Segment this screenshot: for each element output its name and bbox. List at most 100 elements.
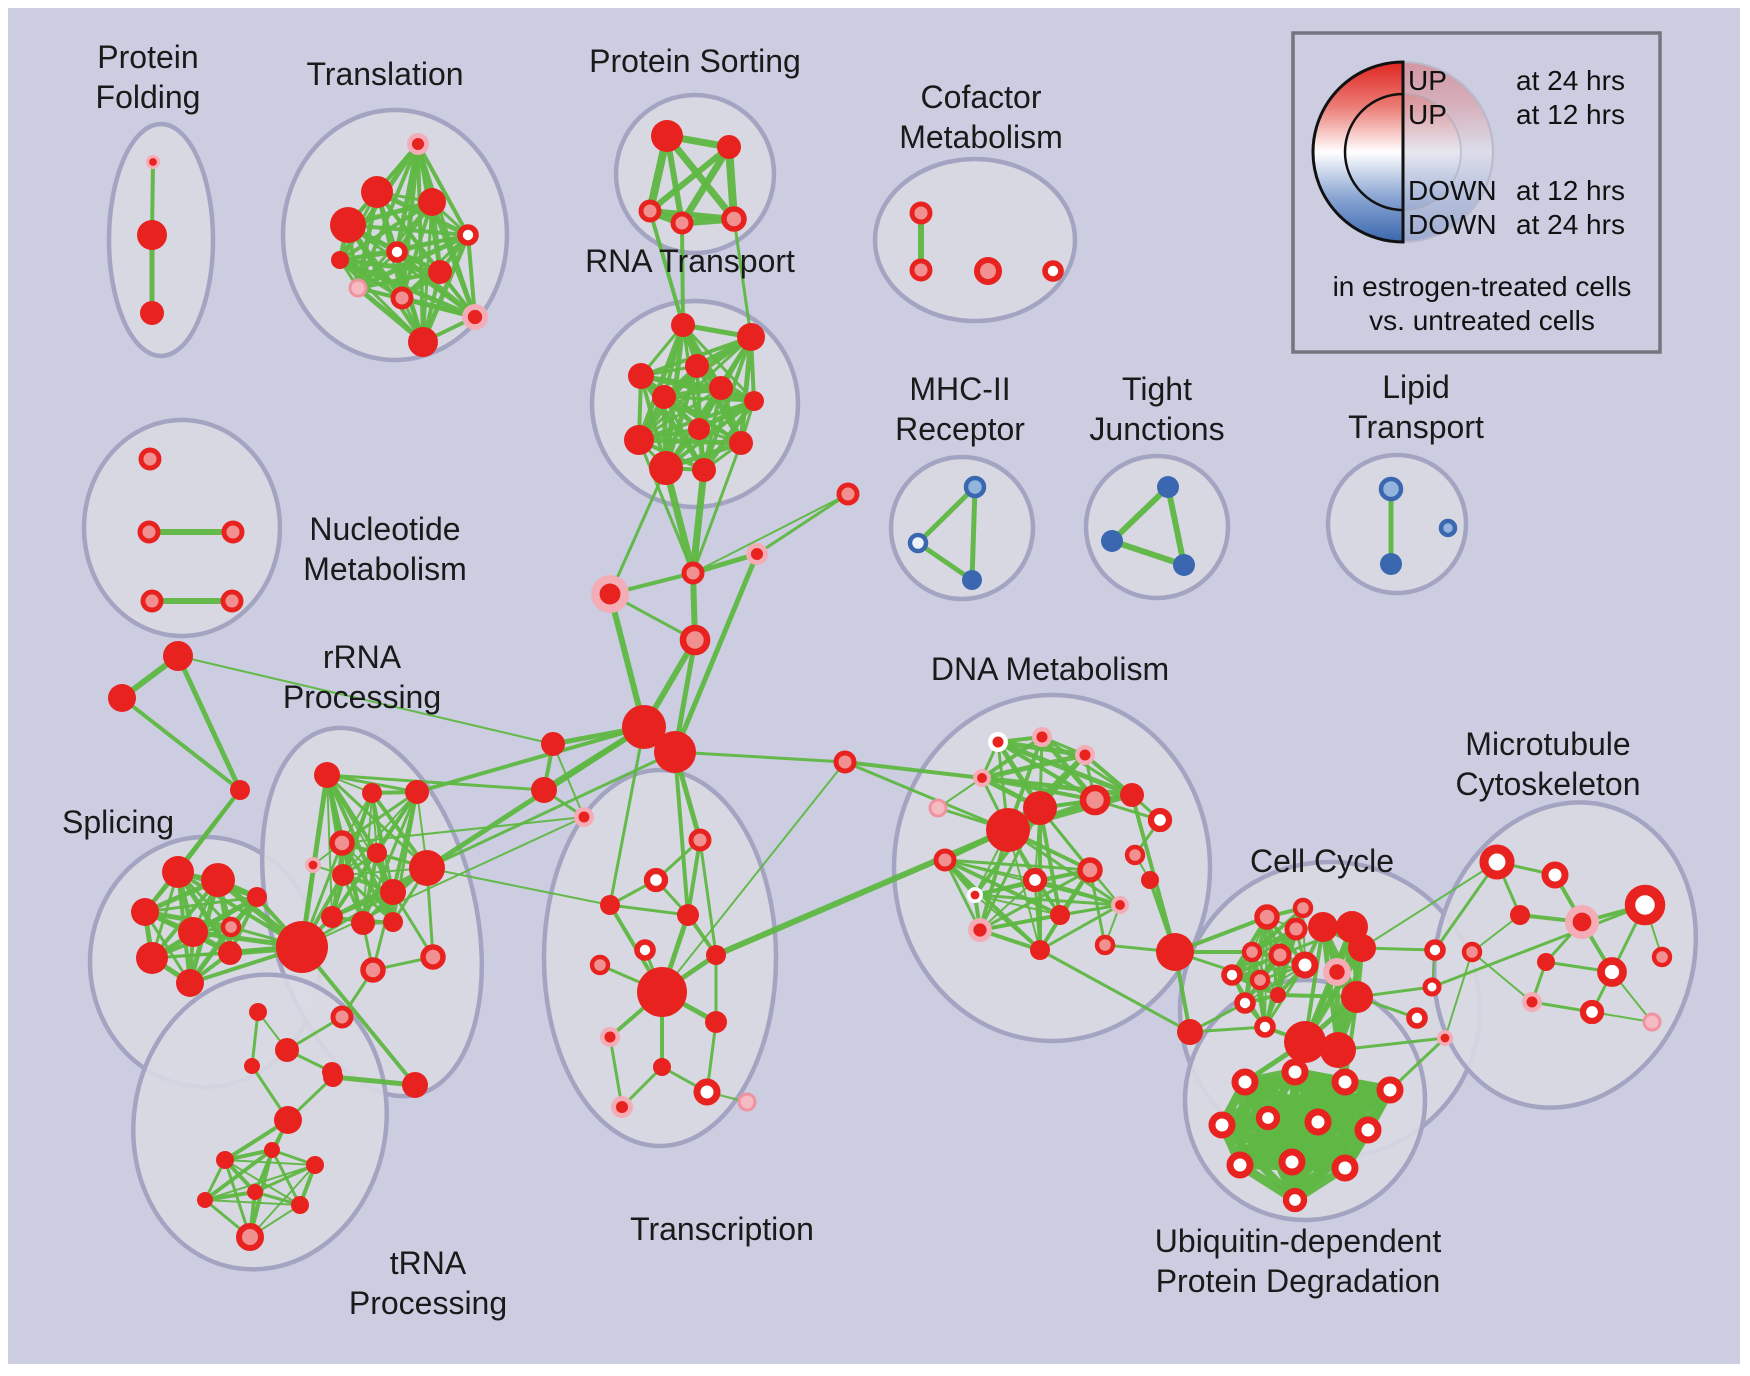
network-node [138, 447, 162, 471]
network-node [197, 1192, 213, 1208]
cluster-label-cell-cycle: Cell Cycle [1250, 843, 1394, 879]
network-edge [691, 441, 743, 575]
network-node [249, 1003, 267, 1021]
cluster-label-nucleotide-metabolism: Nucleotide Metabolism [303, 511, 467, 587]
network-node [1642, 1012, 1662, 1032]
network-node [176, 969, 204, 997]
network-edge [420, 232, 471, 345]
network-node [1284, 1021, 1326, 1063]
network-edge [338, 258, 425, 344]
network-node [140, 301, 164, 325]
network-node [591, 575, 629, 613]
network-edge [663, 363, 700, 471]
cluster-ellipse-cofactor-metabolism [872, 156, 1078, 324]
network-edge [607, 591, 647, 730]
network-node [746, 543, 768, 565]
network-node [933, 848, 957, 872]
network-node [688, 418, 710, 440]
cluster-ellipse-trna-processing [131, 972, 389, 1272]
network-node [693, 1078, 721, 1106]
network-edge [680, 221, 685, 327]
network-node [178, 917, 208, 947]
network-node [670, 211, 694, 235]
network-layer: Protein Folding Translation Protein Sorting… [62, 39, 1699, 1321]
network-node [420, 944, 446, 970]
network-node [247, 1184, 263, 1200]
network-node [383, 912, 403, 932]
network-node [1023, 791, 1057, 825]
network-node [1376, 1076, 1404, 1104]
network-node [1292, 897, 1314, 919]
network-edge [175, 653, 243, 793]
network-edge [416, 142, 470, 237]
network-edge [843, 760, 1010, 832]
network-node [351, 911, 375, 935]
network-edge [341, 816, 585, 844]
network-edge [637, 386, 723, 442]
network-edge [330, 1074, 418, 1088]
network-node [1282, 1187, 1308, 1213]
network-node [671, 313, 695, 337]
network-edge [1217, 1067, 1300, 1130]
network-node [1101, 530, 1123, 552]
network-nodes [108, 120, 1673, 1252]
network-node [137, 220, 167, 250]
cluster-label-protein-sorting: Protein Sorting [589, 43, 801, 79]
network-node [967, 887, 983, 903]
network-node [201, 863, 235, 897]
network-edge [732, 217, 753, 339]
network-node [418, 188, 446, 216]
network-node [1032, 727, 1052, 747]
network-edge [346, 223, 470, 237]
network-edge [325, 773, 546, 792]
network-node [737, 323, 765, 351]
network-edge [686, 838, 702, 917]
cluster-ellipse-tight-junctions [1083, 453, 1231, 601]
network-node [1579, 999, 1605, 1025]
network-node [162, 856, 194, 888]
network-node [653, 1058, 671, 1076]
network-edge [689, 466, 708, 577]
cluster-label-tight-junctions: Tight Junctions [1089, 371, 1224, 447]
legend-circle-inner-left-icon [1343, 92, 1405, 212]
network-node [1320, 1032, 1356, 1068]
network-node [1234, 992, 1256, 1014]
network-node [1284, 917, 1308, 941]
network-node [737, 1092, 757, 1112]
network-node [321, 906, 343, 928]
network-edge [638, 373, 707, 473]
network-edge [698, 838, 718, 957]
network-node [600, 1027, 620, 1047]
network-node [380, 879, 406, 905]
legend-time-down12: at 12 hrs [1516, 175, 1625, 206]
cluster-label-protein-folding: Protein Folding [96, 39, 201, 115]
network-node [637, 967, 687, 1017]
network-edge [1230, 927, 1298, 977]
network-node [1120, 783, 1144, 807]
network-node [638, 199, 662, 223]
network-node [968, 918, 992, 942]
network-edge [338, 200, 434, 262]
network-node [986, 808, 1030, 852]
network-node [685, 354, 709, 378]
network-node [1075, 745, 1095, 765]
network-node [1268, 943, 1292, 967]
network-node [1177, 1019, 1203, 1045]
network-edge [426, 867, 611, 906]
network-node [146, 155, 160, 169]
cluster-label-translation: Translation [306, 56, 463, 92]
network-edge [661, 761, 846, 993]
network-node [361, 176, 393, 208]
network-edge [177, 655, 554, 745]
network-edge [974, 894, 1061, 916]
network-node [218, 941, 242, 965]
cluster-label-cofactor-metabolism: Cofactor Metabolism [899, 79, 1063, 155]
network-node [1597, 957, 1627, 987]
network-edge [1243, 927, 1298, 1005]
network-edge [974, 894, 1041, 951]
network-edge [673, 750, 847, 764]
network-node [274, 1106, 302, 1134]
network-node [541, 732, 565, 756]
network-node [1157, 476, 1179, 498]
network-node [679, 624, 711, 656]
